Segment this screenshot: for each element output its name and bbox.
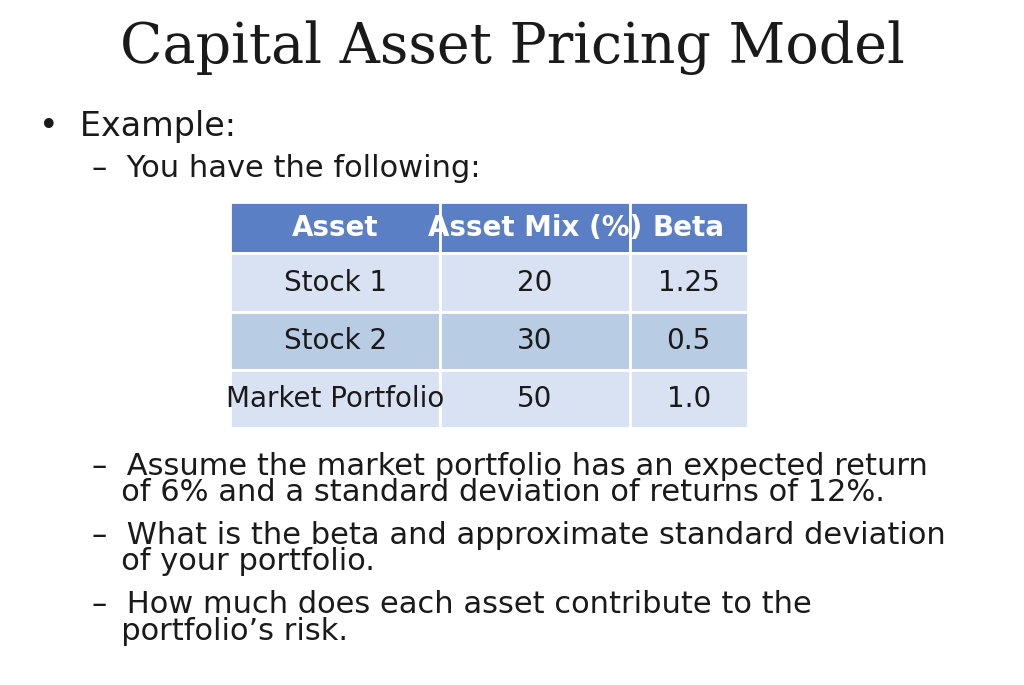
Text: –  What is the beta and approximate standard deviation: – What is the beta and approximate stand… — [92, 521, 946, 550]
Text: –  How much does each asset contribute to the: – How much does each asset contribute to… — [92, 590, 812, 619]
Text: of your portfolio.: of your portfolio. — [92, 547, 375, 576]
Bar — [630, 202, 748, 253]
Bar — [440, 202, 630, 253]
Bar — [230, 202, 440, 253]
Text: 0.5: 0.5 — [667, 327, 711, 355]
Bar — [440, 370, 630, 428]
Text: Asset: Asset — [292, 214, 379, 242]
Bar — [630, 370, 748, 428]
Text: 50: 50 — [517, 385, 553, 413]
Bar — [630, 312, 748, 370]
Text: 1.0: 1.0 — [667, 385, 711, 413]
Text: Market Portfolio: Market Portfolio — [226, 385, 444, 413]
Text: 20: 20 — [517, 269, 553, 297]
Text: Asset Mix (%): Asset Mix (%) — [428, 214, 642, 242]
Bar — [230, 312, 440, 370]
Bar — [230, 370, 440, 428]
Text: 1.25: 1.25 — [657, 269, 720, 297]
Text: portfolio’s risk.: portfolio’s risk. — [92, 616, 348, 645]
Text: Beta: Beta — [652, 214, 725, 242]
Text: Stock 1: Stock 1 — [284, 269, 387, 297]
Bar — [440, 312, 630, 370]
Bar — [230, 253, 440, 312]
Text: 30: 30 — [517, 327, 553, 355]
Text: –  You have the following:: – You have the following: — [92, 154, 480, 183]
Text: Stock 2: Stock 2 — [284, 327, 387, 355]
Text: •  Example:: • Example: — [39, 110, 236, 142]
Bar — [630, 253, 748, 312]
Text: –  Assume the market portfolio has an expected return: – Assume the market portfolio has an exp… — [92, 452, 928, 481]
Text: Capital Asset Pricing Model: Capital Asset Pricing Model — [120, 21, 904, 75]
Bar — [440, 253, 630, 312]
Text: of 6% and a standard deviation of returns of 12%.: of 6% and a standard deviation of return… — [92, 478, 885, 507]
